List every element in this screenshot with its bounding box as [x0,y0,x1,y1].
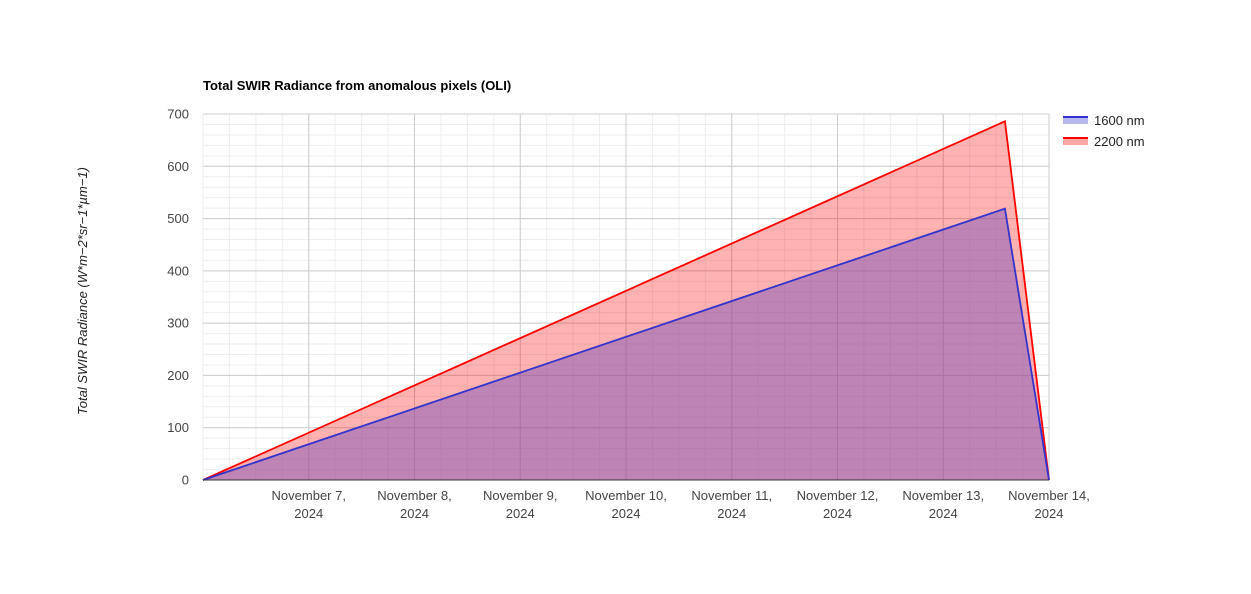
x-tick-label-year: 2024 [612,506,641,521]
legend-item-2200-nm[interactable]: 2200 nm [1063,134,1145,149]
y-tick-label: 700 [167,107,189,122]
x-tick-label: November 12, [797,488,879,503]
x-tick-label: November 7, [272,488,346,503]
x-tick-label-year: 2024 [929,506,958,521]
x-tick-label-year: 2024 [717,506,746,521]
y-tick-label: 200 [167,368,189,383]
y-tick-label: 500 [167,211,189,226]
x-tick-label: November 13, [902,488,984,503]
chart-title: Total SWIR Radiance from anomalous pixel… [203,78,511,93]
y-tick-label: 100 [167,420,189,435]
legend-label: 1600 nm [1094,113,1145,128]
x-tick-label-year: 2024 [506,506,535,521]
legend-swatch [1063,137,1088,145]
x-tick-label: November 8, [377,488,451,503]
y-tick-label: 600 [167,159,189,174]
series-areas [203,121,1049,480]
x-tick-label-year: 2024 [294,506,323,521]
x-tick-label: November 10, [585,488,667,503]
y-axis-tick-labels: 0 100 200 300 400 500 600 700 [167,107,189,488]
legend-swatch [1063,116,1088,124]
x-tick-label: November 9, [483,488,557,503]
y-tick-label: 300 [167,316,189,331]
legend-label: 2200 nm [1094,134,1145,149]
x-tick-label-year: 2024 [400,506,429,521]
y-axis-label: Total SWIR Radiance (W*m−2*sr−1*µm−1) [75,167,90,415]
y-tick-label: 400 [167,263,189,278]
legend-item-1600-nm[interactable]: 1600 nm [1063,113,1145,128]
y-tick-label: 0 [182,473,189,488]
x-tick-label-year: 2024 [1035,506,1064,521]
x-tick-label: November 11, [691,488,772,503]
legend: 1600 nm 2200 nm [1063,113,1145,149]
x-tick-label-year: 2024 [823,506,852,521]
x-axis-tick-labels: November 7, 2024 November 8, 2024 November 9… [272,488,1090,521]
series-area-1600-nm [203,208,1049,480]
x-tick-label: November 14, [1008,488,1090,503]
